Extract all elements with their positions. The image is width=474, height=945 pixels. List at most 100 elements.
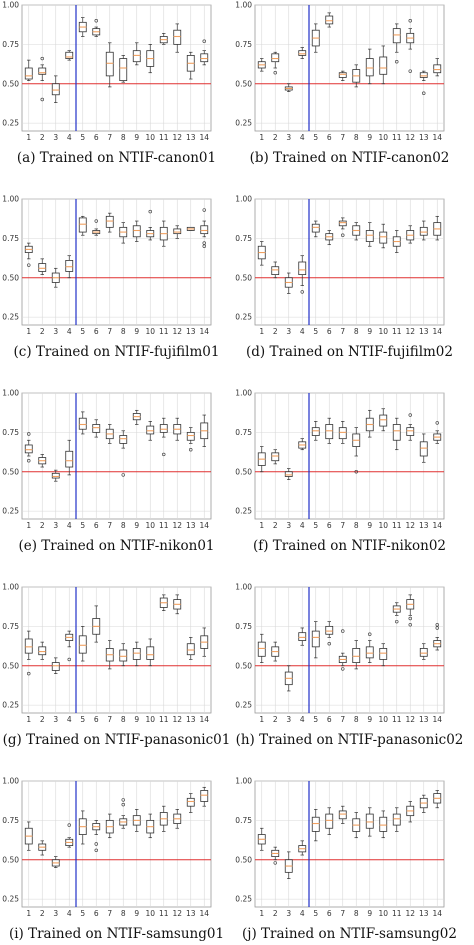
box-plot xyxy=(105,813,114,839)
box-plot xyxy=(78,810,87,845)
x-tick-label: 9 xyxy=(134,133,139,142)
box-iqr xyxy=(132,225,141,238)
y-tick-label: 0.75 xyxy=(2,816,19,825)
box-plot xyxy=(257,446,266,473)
x-tick-label: 12 xyxy=(405,327,415,336)
panel-caption: (g) Trained on NTIF-panasonic01 xyxy=(3,732,231,748)
box-iqr xyxy=(325,15,334,25)
x-tick-label: 11 xyxy=(159,521,169,530)
x-tick-label: 13 xyxy=(419,715,429,724)
box-iqr xyxy=(392,813,401,826)
box-iqr xyxy=(365,813,374,829)
x-tick-label: 8 xyxy=(354,133,359,142)
box-iqr xyxy=(51,83,60,96)
y-tick-label: 1.00 xyxy=(235,777,252,786)
box-plot xyxy=(173,808,182,829)
x-tick-label: 13 xyxy=(186,521,196,530)
y-tick-label: 0.25 xyxy=(2,119,19,128)
box-iqr xyxy=(379,648,388,660)
y-tick-label: 0.25 xyxy=(2,895,19,904)
x-tick-label: 12 xyxy=(172,715,182,724)
box-plot xyxy=(119,55,128,83)
box-plot xyxy=(38,641,47,660)
box-iqr xyxy=(159,424,168,433)
y-tick-label: 0.25 xyxy=(235,119,252,128)
box-plot xyxy=(352,222,361,241)
chart-panel: 0.250.500.751.001 2 3 4 5 6 7 8 9 10 11 12 13 14(e) T… xyxy=(2,389,214,554)
outlier-point xyxy=(121,802,125,807)
x-tick-label: 6 xyxy=(94,909,99,918)
box-iqr xyxy=(78,217,87,233)
box-plot xyxy=(406,801,415,823)
x-tick-label: 5 xyxy=(80,327,85,336)
y-tick-label: 1.00 xyxy=(2,1,19,10)
box-iqr xyxy=(24,444,33,454)
x-tick-label: 10 xyxy=(145,133,155,142)
x-tick-label: 4 xyxy=(300,133,305,142)
box-plot xyxy=(433,790,442,809)
box-plot xyxy=(146,813,155,839)
box-plot xyxy=(51,469,60,482)
x-tick-label: 11 xyxy=(159,909,169,918)
y-tick-label: 0.50 xyxy=(235,273,252,282)
box-plot xyxy=(51,856,60,868)
y-tick-label: 0.75 xyxy=(2,428,19,437)
x-tick-label: 14 xyxy=(199,133,209,142)
x-tick-label: 10 xyxy=(378,715,388,724)
plot-area xyxy=(21,4,212,132)
x-tick-label: 11 xyxy=(392,715,402,724)
panel-caption: (f) Trained on NTIF-nikon02 xyxy=(253,538,446,554)
box-plot xyxy=(419,70,428,95)
y-tick-label: 1.00 xyxy=(235,1,252,10)
panel-caption: (j) Trained on NTIF-samsung02 xyxy=(242,926,457,942)
x-tick-label: 14 xyxy=(199,327,209,336)
x-tick-label: 4 xyxy=(67,909,72,918)
box-plot xyxy=(419,433,428,463)
box-plot xyxy=(38,454,47,468)
x-tick-label: 7 xyxy=(107,909,112,918)
x-tick-label: 10 xyxy=(145,521,155,530)
x-tick-label: 8 xyxy=(121,521,126,530)
box-plot xyxy=(365,222,374,247)
x-tick-label: 14 xyxy=(432,133,442,142)
x-tick-label: 12 xyxy=(405,909,415,918)
box-iqr xyxy=(365,230,374,242)
y-tick-label: 0.75 xyxy=(235,428,252,437)
outlier-point xyxy=(408,69,412,73)
y-tick-label: 0.25 xyxy=(2,701,19,710)
x-tick-label: 9 xyxy=(134,327,139,336)
box-plot xyxy=(146,421,155,441)
y-tick-label: 0.75 xyxy=(2,40,19,49)
box-plot xyxy=(406,413,415,441)
box-iqr xyxy=(419,226,428,236)
box-plot xyxy=(186,427,195,452)
outlier-point xyxy=(94,219,98,223)
box-iqr xyxy=(419,441,428,457)
x-tick-label: 7 xyxy=(107,133,112,142)
outlier-point xyxy=(273,861,277,865)
outlier-point xyxy=(435,623,439,627)
box-plot xyxy=(159,417,168,457)
box-iqr xyxy=(352,648,361,663)
box-plot xyxy=(298,627,307,646)
box-plot xyxy=(92,605,101,643)
x-tick-label: 2 xyxy=(40,715,45,724)
box-plot xyxy=(352,427,361,474)
box-iqr xyxy=(271,452,280,462)
outlier-point xyxy=(94,848,98,852)
box-plot xyxy=(392,807,401,832)
x-tick-label: 1 xyxy=(259,909,264,918)
box-plot xyxy=(173,23,182,53)
box-plot xyxy=(433,623,442,651)
x-tick-label: 13 xyxy=(186,133,196,142)
x-tick-label: 3 xyxy=(53,909,58,918)
x-tick-label: 14 xyxy=(432,909,442,918)
x-tick-label: 6 xyxy=(94,521,99,530)
box-iqr xyxy=(38,67,47,75)
x-tick-label: 8 xyxy=(121,909,126,918)
x-tick-label: 1 xyxy=(26,327,31,336)
x-tick-label: 3 xyxy=(53,327,58,336)
box-iqr xyxy=(132,648,141,660)
y-tick-label: 1.00 xyxy=(235,583,252,592)
